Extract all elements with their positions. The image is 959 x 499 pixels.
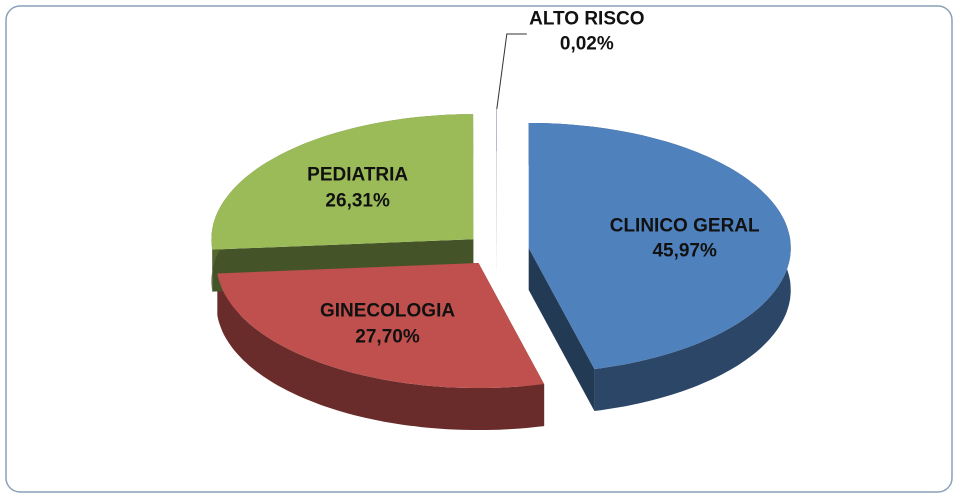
data-label: PEDIATRIA 26,31% <box>307 163 408 214</box>
value-label: 26,31% <box>325 190 390 212</box>
slice <box>211 114 474 250</box>
data-label: PEDIATRIA ALTO RISCO 0,02% <box>512 0 662 57</box>
category-label: PEDIATRIA ALTO RISCO <box>529 0 645 30</box>
value-label: 0,02% <box>559 33 614 55</box>
category-label: GINECOLOGIA <box>319 300 456 322</box>
slice <box>528 123 791 369</box>
category-label: PEDIATRIA <box>307 164 409 186</box>
value-label: 45,97% <box>652 240 717 262</box>
slice <box>217 263 545 388</box>
slice-side <box>217 273 545 430</box>
data-label: CLINICO GERAL 45,97% <box>610 213 760 264</box>
leader-line <box>496 33 527 110</box>
category-label: CLINICO GERAL <box>609 214 760 236</box>
slice-wall <box>528 248 595 411</box>
data-label: GINECOLOGIA 27,70% <box>320 299 455 350</box>
value-label: 27,70% <box>355 326 420 348</box>
